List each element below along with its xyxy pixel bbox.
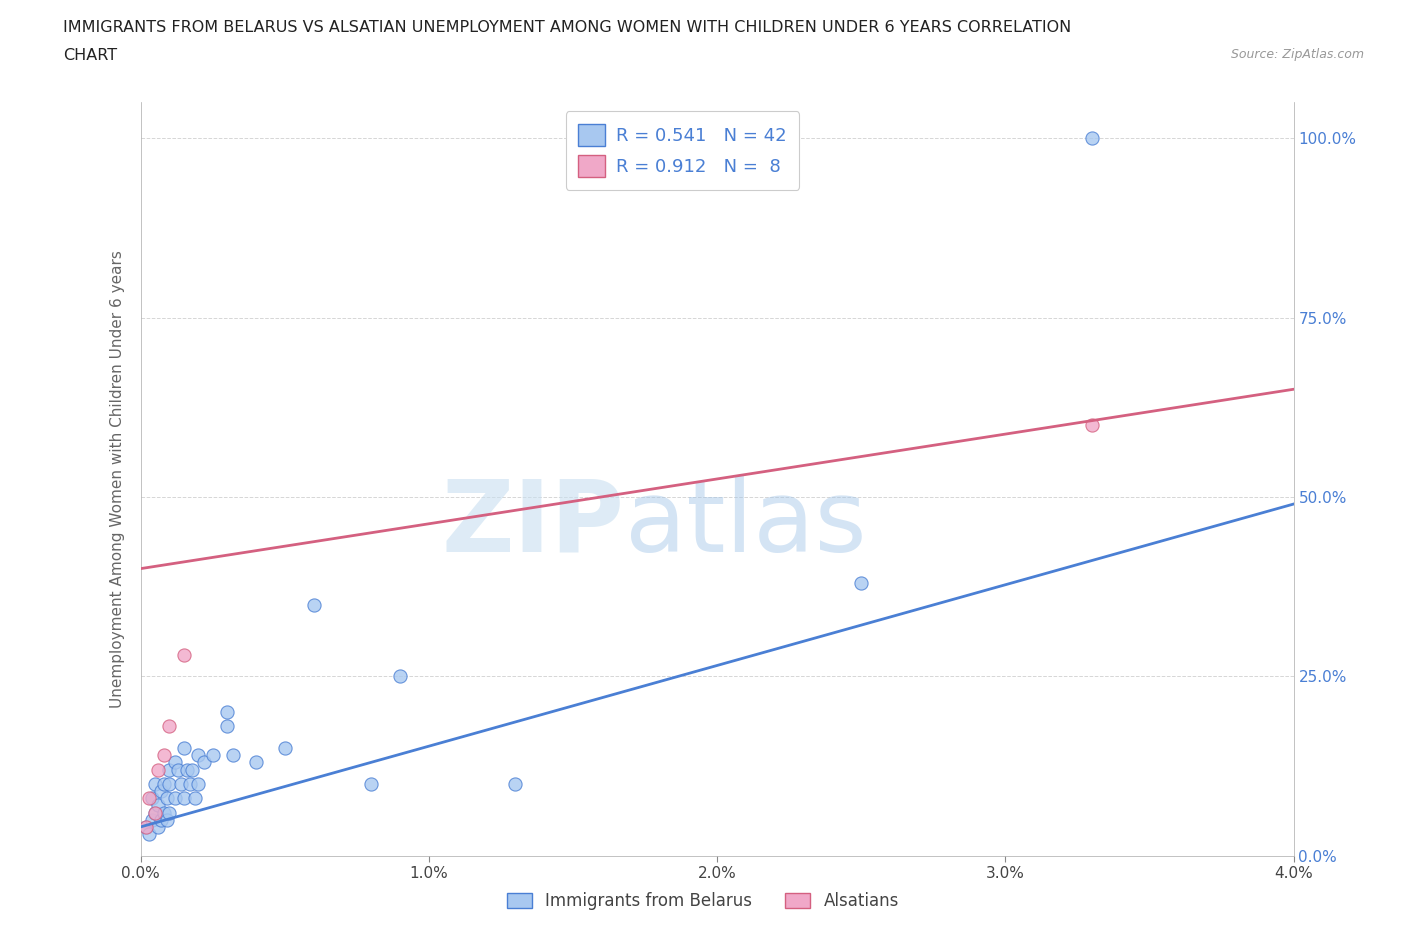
Point (176, 762, 198, 777)
Point (173, 647, 195, 662)
Y-axis label: Unemployment Among Women with Children Under 6 years: Unemployment Among Women with Children U… (110, 250, 125, 708)
Point (155, 812, 177, 827)
Point (135, 819, 157, 834)
Point (152, 805, 174, 820)
Point (388, 669, 411, 684)
Point (155, 790, 177, 805)
Legend: Immigrants from Belarus, Alsatians: Immigrants from Belarus, Alsatians (501, 885, 905, 917)
Point (143, 777, 166, 791)
Point (152, 748, 174, 763)
Point (138, 827, 160, 842)
Text: Source: ZipAtlas.com: Source: ZipAtlas.com (1230, 48, 1364, 61)
Point (149, 784, 172, 799)
Point (165, 755, 187, 770)
Point (173, 740, 195, 755)
Point (135, 819, 157, 834)
Point (181, 762, 204, 777)
Text: ZIP: ZIP (441, 475, 624, 573)
Point (143, 805, 166, 820)
Point (149, 812, 172, 827)
Point (274, 740, 297, 755)
Point (1081, 418, 1104, 432)
Point (146, 798, 169, 813)
Point (187, 748, 209, 763)
Point (302, 597, 325, 612)
Point (184, 790, 207, 805)
Point (187, 777, 209, 791)
Point (167, 762, 190, 777)
Point (360, 777, 382, 791)
Point (159, 719, 180, 734)
Point (1081, 131, 1104, 146)
Point (201, 748, 224, 763)
Point (141, 812, 163, 827)
Point (849, 576, 872, 591)
Point (159, 805, 180, 820)
Point (179, 777, 201, 791)
Point (222, 748, 245, 763)
Point (152, 777, 174, 791)
Point (165, 790, 187, 805)
Point (146, 762, 169, 777)
Legend: R = 0.541   N = 42, R = 0.912   N =  8: R = 0.541 N = 42, R = 0.912 N = 8 (565, 112, 800, 190)
Point (503, 777, 526, 791)
Point (138, 790, 160, 805)
Point (217, 705, 239, 720)
Point (159, 777, 180, 791)
Point (170, 777, 193, 791)
Point (159, 762, 180, 777)
Point (193, 755, 215, 770)
Text: CHART: CHART (63, 48, 117, 63)
Point (143, 805, 166, 820)
Point (141, 790, 163, 805)
Point (173, 790, 195, 805)
Point (217, 719, 239, 734)
Point (245, 755, 267, 770)
Text: atlas: atlas (624, 475, 866, 573)
Text: IMMIGRANTS FROM BELARUS VS ALSATIAN UNEMPLOYMENT AMONG WOMEN WITH CHILDREN UNDER: IMMIGRANTS FROM BELARUS VS ALSATIAN UNEM… (63, 20, 1071, 35)
Point (146, 819, 169, 834)
